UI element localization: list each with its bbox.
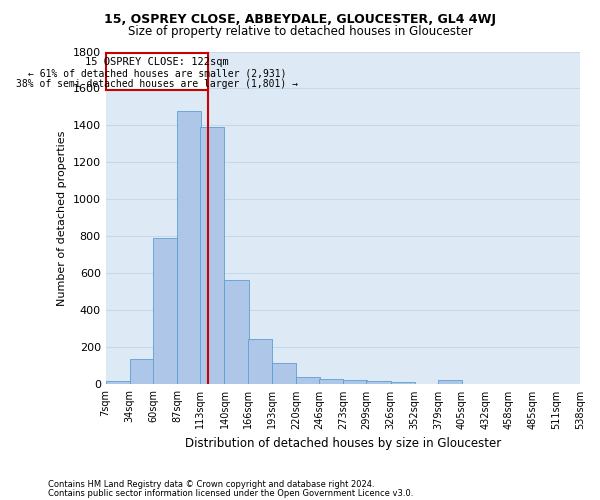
- Bar: [224, 280, 248, 384]
- Bar: [319, 380, 343, 384]
- Text: ← 61% of detached houses are smaller (2,931): ← 61% of detached houses are smaller (2,…: [28, 68, 286, 78]
- Bar: [391, 382, 415, 384]
- Text: 38% of semi-detached houses are larger (1,801) →: 38% of semi-detached houses are larger (…: [16, 79, 298, 89]
- Bar: [248, 338, 272, 384]
- Bar: [106, 54, 208, 90]
- Bar: [153, 238, 177, 384]
- Bar: [200, 128, 224, 384]
- Text: Contains HM Land Registry data © Crown copyright and database right 2024.: Contains HM Land Registry data © Crown c…: [48, 480, 374, 489]
- Bar: [130, 360, 154, 384]
- Bar: [343, 380, 367, 384]
- Text: Contains public sector information licensed under the Open Government Licence v3: Contains public sector information licen…: [48, 488, 413, 498]
- Text: 15 OSPREY CLOSE: 122sqm: 15 OSPREY CLOSE: 122sqm: [85, 57, 229, 67]
- Text: 15, OSPREY CLOSE, ABBEYDALE, GLOUCESTER, GL4 4WJ: 15, OSPREY CLOSE, ABBEYDALE, GLOUCESTER,…: [104, 12, 496, 26]
- Y-axis label: Number of detached properties: Number of detached properties: [57, 130, 67, 306]
- Bar: [438, 380, 462, 384]
- Bar: [106, 381, 130, 384]
- Bar: [272, 363, 296, 384]
- X-axis label: Distribution of detached houses by size in Gloucester: Distribution of detached houses by size …: [185, 437, 501, 450]
- Bar: [296, 377, 320, 384]
- Bar: [177, 110, 201, 384]
- Text: Size of property relative to detached houses in Gloucester: Size of property relative to detached ho…: [128, 25, 473, 38]
- Bar: [367, 381, 391, 384]
